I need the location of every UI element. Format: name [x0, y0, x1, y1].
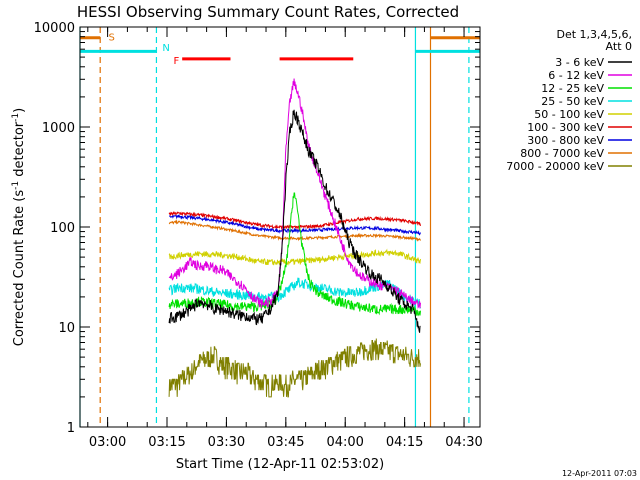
series-line-7000-20000-kev [168, 338, 421, 398]
x-tick-label: 03:15 [148, 435, 185, 450]
footer-timestamp: 12-Apr-2011 07:03 [562, 469, 637, 478]
status-label-n: N [162, 43, 169, 54]
y-tick-label: 10 [58, 321, 75, 336]
legend-header-1: Det 1,3,4,5,6, [556, 28, 632, 41]
x-tick-label: 03:00 [89, 435, 126, 450]
y-tick-label: 10000 [34, 21, 75, 36]
x-tick-label: 04:30 [445, 435, 482, 450]
x-tick-label: 03:45 [267, 435, 304, 450]
y-axis-label-mid: detector [12, 121, 27, 181]
x-tick-label: 04:00 [326, 435, 363, 450]
legend-label-800-7000-kev: 800 - 7000 keV [520, 147, 604, 160]
x-axis-ticks: 03:00 03:15 03:30 03:45 04:00 04:15 04:30 [87, 27, 483, 450]
legend-label-300-800-kev: 300 - 800 keV [527, 134, 604, 147]
y-axis-label-sup-2: -1 [11, 113, 21, 122]
legend-label-6-12-kev: 6 - 12 keV [548, 69, 604, 82]
y-axis-ticks: 1 10 100 1000 10000 [34, 21, 480, 436]
y-axis-label-main: Corrected Count Rate (s [12, 190, 27, 347]
legend-header-2: Att 0 [606, 40, 632, 53]
series-line-6-12-kev [168, 78, 421, 310]
y-tick-label: 1000 [42, 121, 75, 136]
x-tick-label: 04:15 [386, 435, 423, 450]
legend-label-50-100-kev: 50 - 100 keV [534, 108, 604, 121]
series-line-25-50-kev [168, 277, 421, 309]
series-line-3-6-kev [168, 109, 421, 333]
series-line-100-300-kev [168, 211, 421, 231]
y-axis-label-end: ) [12, 108, 27, 113]
chart-title: HESSI Observing Summary Count Rates, Cor… [77, 3, 459, 21]
status-label-f: F [173, 56, 179, 67]
y-axis-label: Corrected Count Rate (s-1 detector-1) [11, 108, 27, 346]
series-line-50-100-kev [168, 248, 421, 266]
legend-label-100-300-kev: 100 - 300 keV [527, 121, 604, 134]
x-tick-label: 03:30 [208, 435, 245, 450]
y-tick-label: 100 [50, 221, 75, 236]
series-line-800-7000-kev [168, 219, 421, 242]
y-tick-label: 1 [67, 421, 75, 436]
y-axis-label-sup-1: -1 [11, 181, 21, 190]
legend-label-12-25-kev: 12 - 25 keV [541, 82, 604, 95]
legend-label-7000-20000-kev: 7000 - 20000 keV [506, 160, 604, 173]
legend-label-25-50-kev: 25 - 50 keV [541, 95, 604, 108]
legend-label-3-6-kev: 3 - 6 keV [555, 56, 604, 69]
series-line-300-800-kev [169, 214, 421, 236]
x-axis-label: Start Time (12-Apr-11 02:53:02) [176, 457, 384, 472]
status-label-s: S [109, 33, 115, 44]
